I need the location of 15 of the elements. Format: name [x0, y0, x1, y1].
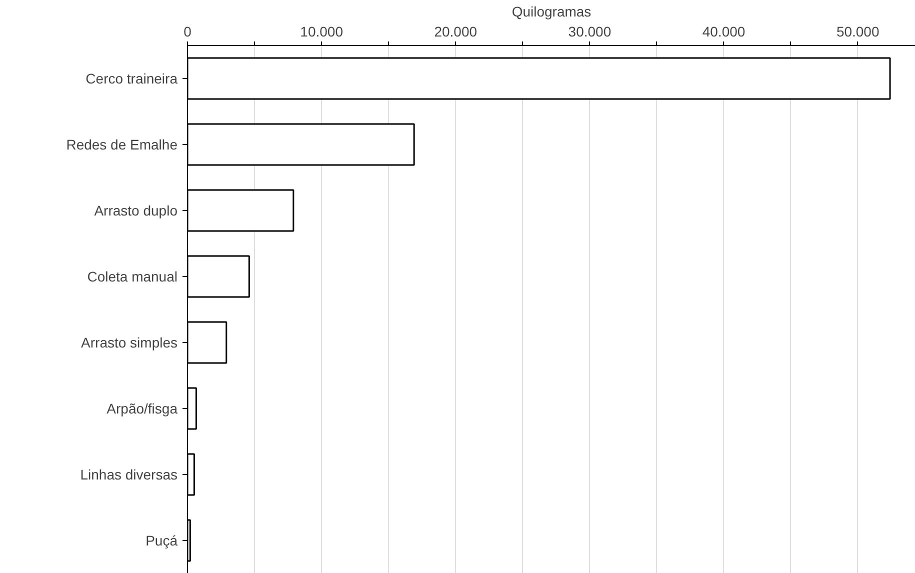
y-tick-label: Redes de Emalhe	[66, 136, 178, 152]
x-tick-label: 30.000	[568, 24, 612, 40]
y-tick-label: Arrasto simples	[81, 334, 178, 350]
y-tick-label: Coleta manual	[87, 268, 178, 284]
y-tick-label: Arrasto duplo	[94, 202, 178, 218]
x-tick-label: 20.000	[434, 24, 478, 40]
y-tick-label: Arpão/fisga	[106, 400, 178, 416]
x-tick-label: 10.000	[300, 24, 344, 40]
x-axis-title: Quilogramas	[512, 4, 592, 20]
y-tick-label: Puçá	[146, 532, 178, 548]
y-tick-label: Linhas diversas	[80, 466, 178, 482]
x-tick-label: 50.000	[836, 24, 880, 40]
x-tick-label: 0	[184, 24, 192, 40]
x-tick-label: 40.000	[702, 24, 746, 40]
y-tick-label: Cerco traineira	[86, 70, 178, 86]
